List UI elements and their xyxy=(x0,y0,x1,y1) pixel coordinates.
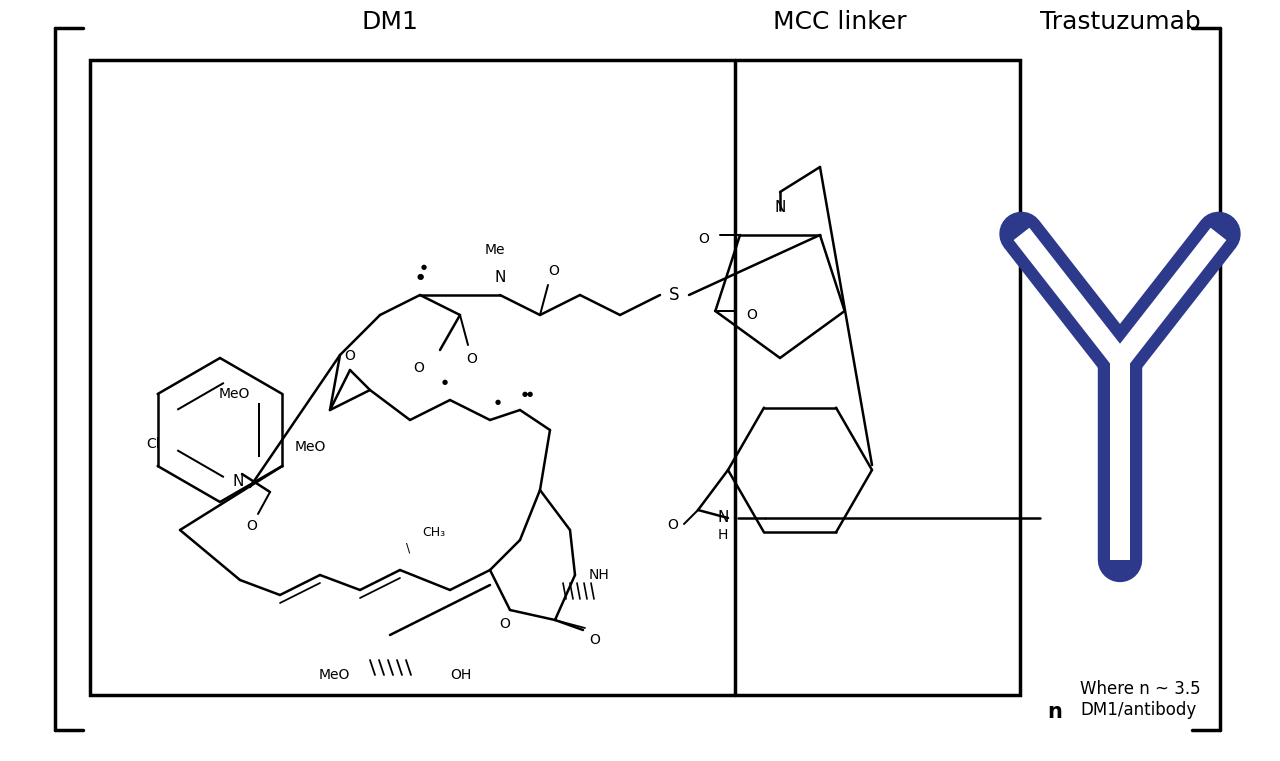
Text: MeO: MeO xyxy=(219,387,251,401)
Text: S: S xyxy=(668,286,680,304)
Text: MCC linker: MCC linker xyxy=(773,10,906,34)
Text: O: O xyxy=(467,352,477,366)
Text: NH: NH xyxy=(589,568,609,582)
Text: Cl: Cl xyxy=(146,437,160,451)
Text: \: \ xyxy=(406,542,410,555)
Text: ●●: ●● xyxy=(522,391,534,397)
Text: O: O xyxy=(247,519,257,533)
Text: MeO: MeO xyxy=(319,668,349,682)
Text: N: N xyxy=(232,475,243,489)
Text: O: O xyxy=(746,308,756,322)
Text: O: O xyxy=(590,633,600,647)
Text: MeO: MeO xyxy=(294,440,326,454)
Text: ●: ● xyxy=(442,379,448,385)
Text: N: N xyxy=(717,511,728,526)
Text: CH₃: CH₃ xyxy=(422,526,445,539)
Text: O: O xyxy=(499,617,511,631)
Text: n: n xyxy=(1047,702,1062,722)
Text: Me: Me xyxy=(485,243,506,257)
Text: Where n ~ 3.5
DM1/antibody: Where n ~ 3.5 DM1/antibody xyxy=(1080,680,1201,719)
Text: Trastuzumab: Trastuzumab xyxy=(1039,10,1201,34)
Text: ●: ● xyxy=(421,264,428,270)
Bar xyxy=(90,60,1020,695)
Text: DM1: DM1 xyxy=(361,10,419,34)
Text: N: N xyxy=(494,269,506,285)
Text: N: N xyxy=(774,200,786,215)
Text: H: H xyxy=(718,528,728,542)
Text: O: O xyxy=(699,232,709,246)
Text: O: O xyxy=(549,264,559,278)
Text: ●: ● xyxy=(416,272,424,282)
Text: O: O xyxy=(344,349,356,363)
Text: OH: OH xyxy=(451,668,471,682)
Text: O: O xyxy=(413,361,424,375)
Text: ●: ● xyxy=(495,399,500,405)
Text: O: O xyxy=(668,518,678,532)
